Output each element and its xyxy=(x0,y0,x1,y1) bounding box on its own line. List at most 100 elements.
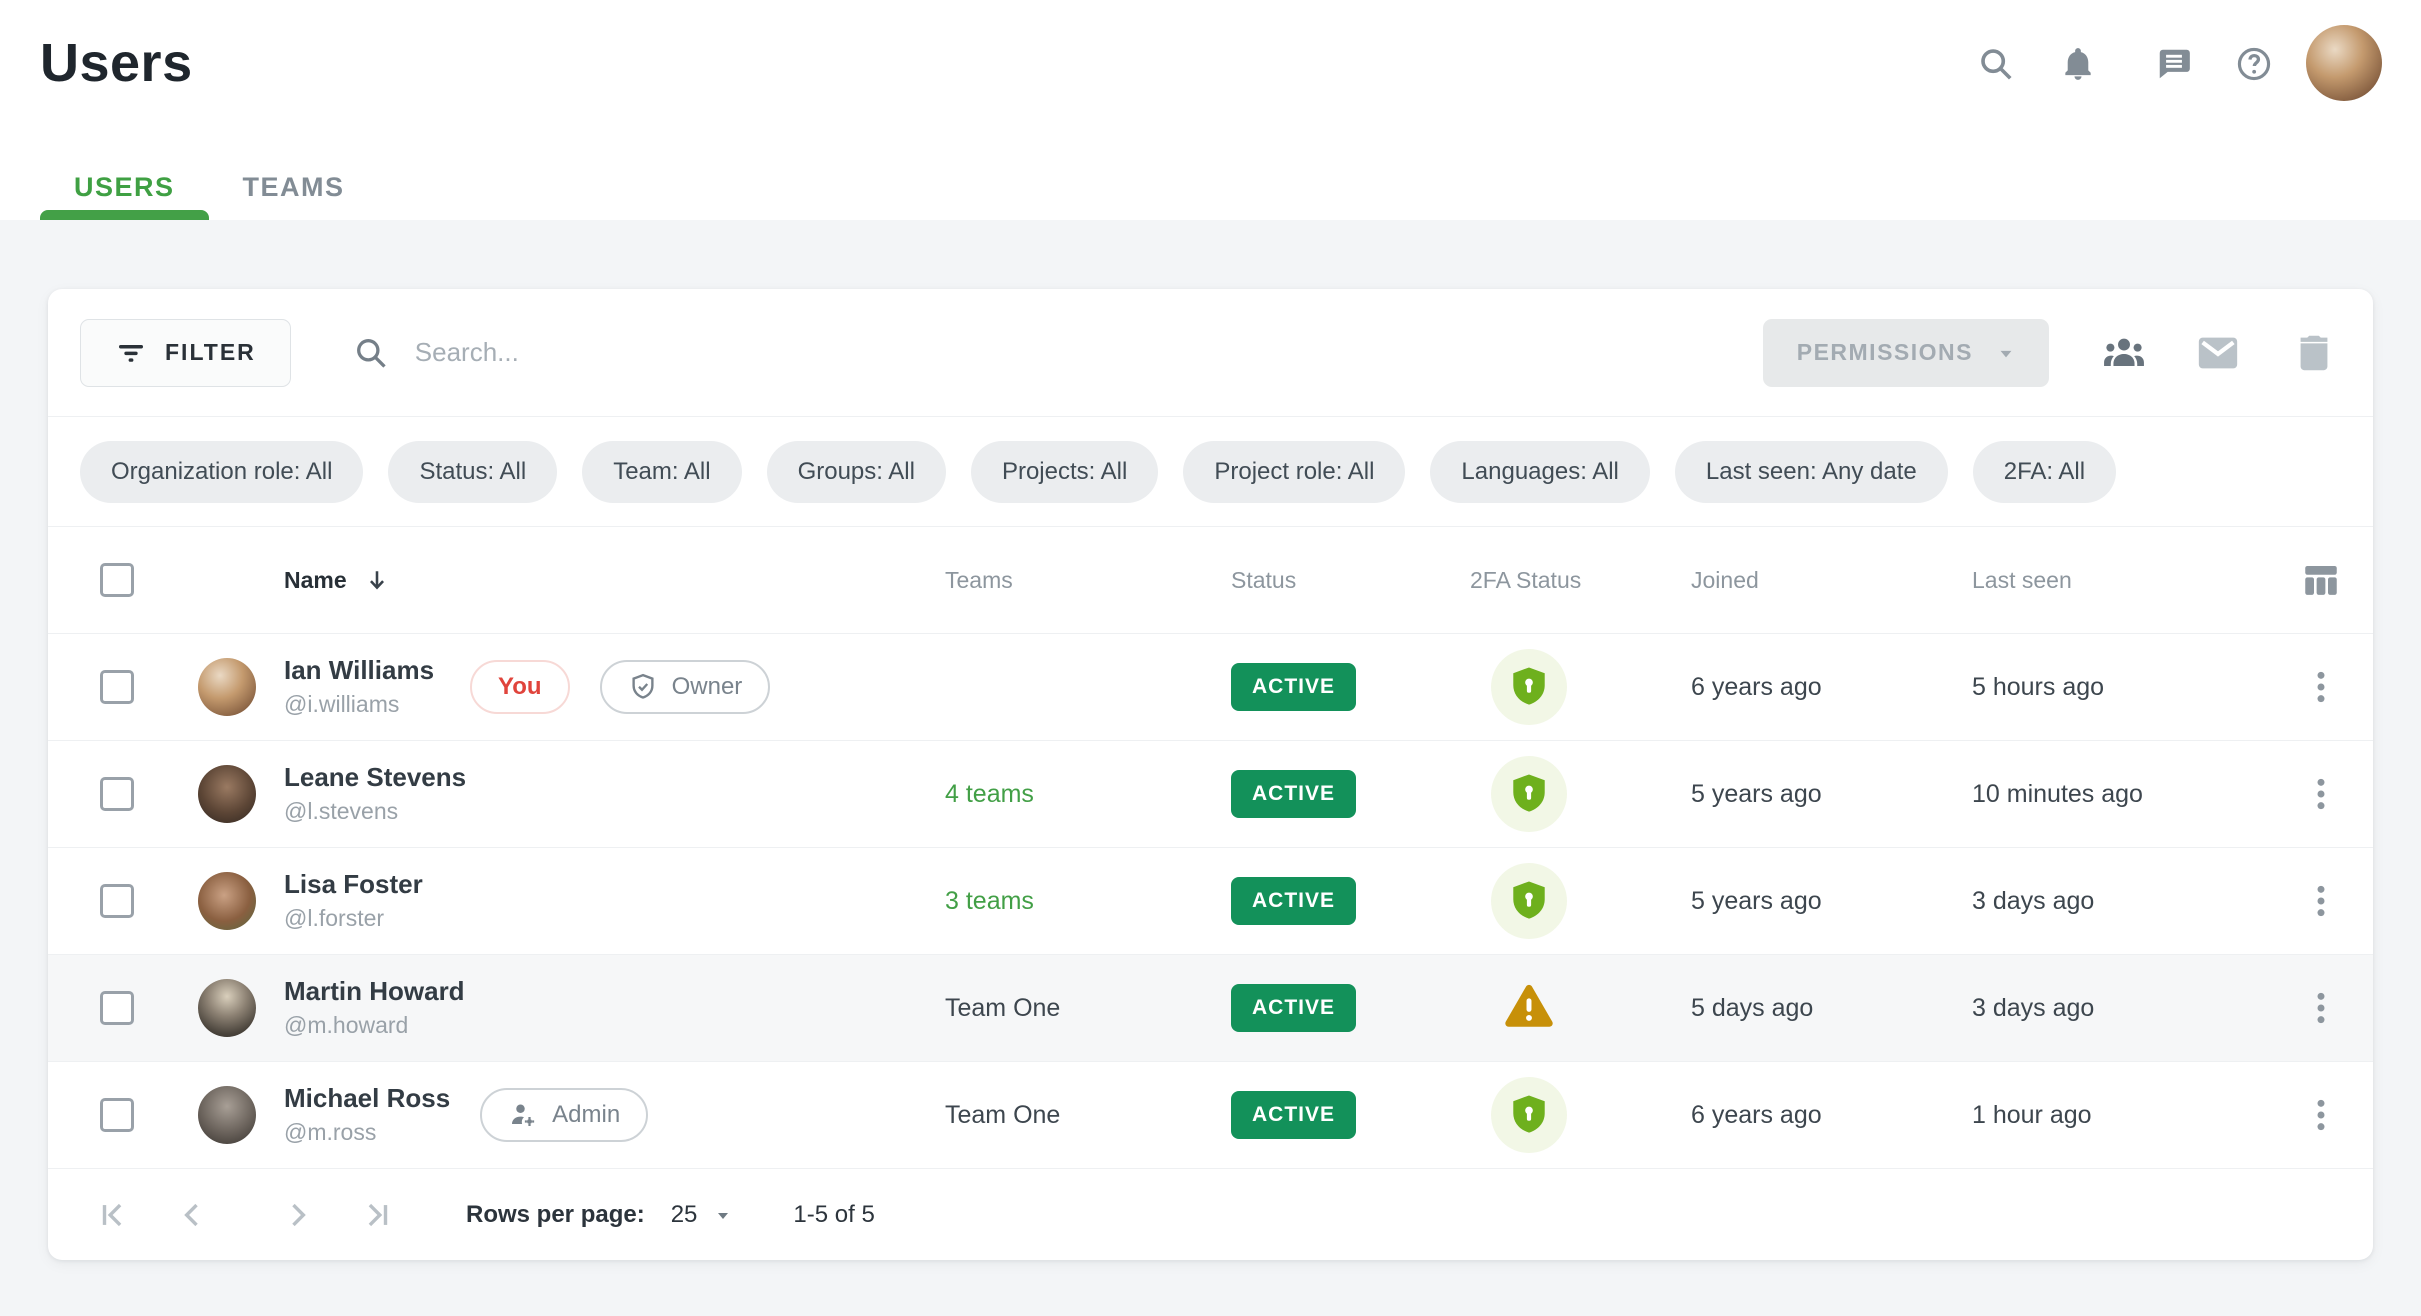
2fa-enabled-icon xyxy=(1491,1077,1567,1153)
messages-icon[interactable] xyxy=(2155,45,2193,83)
chip-team[interactable]: Team: All xyxy=(582,440,742,503)
last-page-icon[interactable] xyxy=(360,1198,394,1232)
notifications-icon[interactable] xyxy=(2059,45,2097,83)
filter-chips: Organization role: All Status: All Team:… xyxy=(48,417,2373,527)
column-header-name[interactable]: Name xyxy=(198,566,945,594)
add-to-team-icon[interactable] xyxy=(2101,330,2147,376)
user-name: Leane Stevens xyxy=(284,762,467,793)
status-badge: ACTIVE xyxy=(1231,984,1357,1032)
last-seen-cell: 1 hour ago xyxy=(1972,1100,2092,1129)
rows-per-page-value[interactable]: 25 xyxy=(670,1200,698,1228)
teams-cell: Team One xyxy=(945,1100,1061,1129)
status-badge: ACTIVE xyxy=(1231,663,1357,711)
table-header: Name Teams Status 2FA Status Joined Last… xyxy=(48,527,2373,633)
joined-cell: 6 years ago xyxy=(1691,1100,1822,1129)
column-label: Name xyxy=(284,566,347,593)
search-icon[interactable] xyxy=(1977,45,2015,83)
row-menu-icon[interactable] xyxy=(2301,988,2341,1028)
chip-last-seen[interactable]: Last seen: Any date xyxy=(1674,440,1948,503)
last-seen-cell: 3 days ago xyxy=(1972,886,2095,915)
joined-cell: 6 years ago xyxy=(1691,672,1822,701)
row-menu-icon[interactable] xyxy=(2301,667,2341,707)
page-title: Users xyxy=(40,33,193,93)
user-avatar[interactable] xyxy=(2306,25,2382,101)
table-row[interactable]: Lisa Foster @l.forster 3 teams ACTIVE 5 … xyxy=(48,847,2373,954)
chip-status[interactable]: Status: All xyxy=(388,440,558,503)
rows-per-page-label: Rows per page: xyxy=(466,1200,645,1228)
filter-button[interactable]: FILTER xyxy=(80,318,291,387)
chip-2fa[interactable]: 2FA: All xyxy=(1972,440,2117,503)
joined-cell: 5 days ago xyxy=(1691,993,1814,1022)
admin-badge-label: Admin xyxy=(552,1101,621,1128)
user-name: Lisa Foster xyxy=(284,869,423,900)
rows-per-page-caret-icon[interactable] xyxy=(711,1203,735,1227)
permissions-button[interactable]: PERMISSIONS xyxy=(1762,318,2049,387)
avatar xyxy=(198,872,256,930)
table-row[interactable]: Leane Stevens @l.stevens 4 teams ACTIVE … xyxy=(48,740,2373,847)
row-checkbox[interactable] xyxy=(100,777,134,811)
column-header-teams[interactable]: Teams xyxy=(945,566,1013,593)
column-header-last-seen[interactable]: Last seen xyxy=(1972,566,2072,593)
tab-bar: USERS TEAMS xyxy=(40,154,379,220)
avatar xyxy=(198,979,256,1037)
tab-users[interactable]: USERS xyxy=(40,154,209,220)
table-row[interactable]: Ian Williams @i.williams You Owner ACTIV… xyxy=(48,633,2373,740)
row-checkbox[interactable] xyxy=(100,670,134,704)
user-name: Martin Howard xyxy=(284,976,465,1007)
user-handle: @i.williams xyxy=(284,690,400,717)
user-handle: @l.forster xyxy=(284,904,385,931)
status-badge: ACTIVE xyxy=(1231,770,1357,818)
filter-button-label: FILTER xyxy=(165,339,256,365)
chip-organization-role[interactable]: Organization role: All xyxy=(80,440,364,503)
user-handle: @m.howard xyxy=(284,1011,409,1038)
user-name: Ian Williams xyxy=(284,655,435,686)
shield-check-icon xyxy=(632,673,654,699)
search-input[interactable] xyxy=(414,337,1015,368)
chip-project-role[interactable]: Project role: All xyxy=(1183,440,1406,503)
chip-projects[interactable]: Projects: All xyxy=(970,440,1159,503)
help-icon[interactable] xyxy=(2235,45,2273,83)
row-menu-icon[interactable] xyxy=(2301,1095,2341,1135)
teams-link[interactable]: 4 teams xyxy=(945,779,1034,808)
chevron-down-icon xyxy=(2000,350,2012,357)
toolbar: FILTER PERMISSIONS xyxy=(48,289,2373,417)
chip-languages[interactable]: Languages: All xyxy=(1430,440,1650,503)
teams-link[interactable]: 3 teams xyxy=(945,886,1034,915)
2fa-warning-icon xyxy=(1505,984,1553,1027)
pagination-bar: Rows per page: 25 1-5 of 5 xyxy=(48,1168,2373,1260)
column-header-2fa[interactable]: 2FA Status xyxy=(1470,566,1582,593)
status-badge: ACTIVE xyxy=(1231,1091,1357,1139)
chip-groups[interactable]: Groups: All xyxy=(766,440,946,503)
row-menu-icon[interactable] xyxy=(2301,881,2341,921)
select-all-checkbox[interactable] xyxy=(100,563,134,597)
table-row[interactable]: Martin Howard @m.howard Team One ACTIVE … xyxy=(48,954,2373,1061)
table-row[interactable]: Michael Ross @m.ross Admin Team One ACTI… xyxy=(48,1061,2373,1168)
last-seen-cell: 3 days ago xyxy=(1972,993,2095,1022)
2fa-enabled-icon xyxy=(1491,756,1567,832)
status-badge: ACTIVE xyxy=(1231,877,1357,925)
row-checkbox[interactable] xyxy=(100,991,134,1025)
email-icon[interactable] xyxy=(2195,330,2241,376)
next-page-icon[interactable] xyxy=(280,1198,314,1232)
search-icon xyxy=(356,338,386,368)
avatar xyxy=(198,1086,256,1144)
column-header-joined[interactable]: Joined xyxy=(1691,566,1759,593)
joined-cell: 5 years ago xyxy=(1691,779,1822,808)
row-menu-icon[interactable] xyxy=(2301,774,2341,814)
teams-cell: Team One xyxy=(945,993,1061,1022)
2fa-enabled-icon xyxy=(1491,649,1567,725)
user-name: Michael Ross xyxy=(284,1083,451,1114)
row-checkbox[interactable] xyxy=(100,884,134,918)
permissions-button-label: PERMISSIONS xyxy=(1796,339,1973,365)
tab-teams[interactable]: TEAMS xyxy=(242,171,345,202)
manage-accounts-icon xyxy=(512,1104,535,1126)
2fa-enabled-icon xyxy=(1491,863,1567,939)
row-checkbox[interactable] xyxy=(100,1098,134,1132)
column-settings-icon[interactable] xyxy=(2300,559,2342,601)
previous-page-icon[interactable] xyxy=(176,1198,210,1232)
app-header: Users USERS TEAMS xyxy=(0,0,2421,220)
pagination-range: 1-5 of 5 xyxy=(793,1200,875,1228)
delete-icon[interactable] xyxy=(2291,330,2337,376)
column-header-status[interactable]: Status xyxy=(1231,566,1297,593)
first-page-icon[interactable] xyxy=(96,1198,130,1232)
